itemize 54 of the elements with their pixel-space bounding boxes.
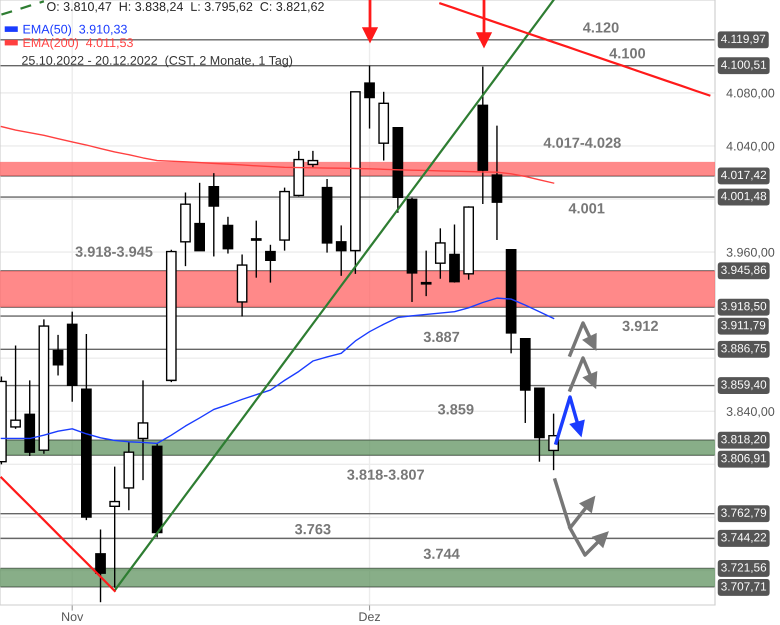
ref-line-label: 3.886,75 — [721, 344, 766, 354]
ref-line-label: 4.100,51 — [720, 60, 766, 70]
annotation: 3.859 — [438, 404, 474, 414]
y-tick-label: 4.040,00 — [726, 142, 774, 152]
ref-line-label: 4.017,42 — [720, 170, 766, 180]
ref-line-label: 4.001,48 — [720, 192, 766, 202]
candlestick — [109, 466, 120, 588]
legend-label: EMA(200) 4.011,53 — [24, 38, 133, 50]
candlestick — [138, 380, 148, 481]
chart-title: O: 3.810,47 H: 3.838,24 L: 3.795,62 C: 3.821,62 — [47, 2, 324, 12]
band-label: 3.918-3.945 — [75, 246, 153, 257]
line-series — [439, 2, 710, 97]
ref-line-label: 3.806,91 — [721, 454, 766, 464]
candlestick — [10, 344, 21, 430]
annotation: 3.912 — [622, 320, 658, 332]
candlestick — [95, 528, 106, 603]
candlestick — [420, 250, 432, 297]
ref-line-label: 3.859,40 — [721, 380, 766, 390]
ref-line-label: 3.818,20 — [721, 435, 766, 445]
line-series — [0, 0, 45, 16]
ref-line-label: 3.707,71 — [721, 582, 766, 592]
candlestick — [208, 172, 220, 258]
candlestick — [265, 244, 276, 284]
ref-line-label: 3.721,56 — [721, 563, 766, 573]
band-label: 4.017-4.028 — [544, 138, 621, 148]
y-tick-label: 4.080,00 — [726, 88, 774, 99]
ref-line-label: 4.119,97 — [720, 34, 766, 44]
ref-line-label: 3.744,22 — [721, 533, 766, 543]
ref-line-label: 3.762,79 — [721, 508, 766, 518]
candlestick — [52, 334, 64, 376]
ref-line-label: 3.911,79 — [721, 320, 766, 331]
ref-line-label: 3.918,50 — [721, 302, 766, 312]
annotation: 3.887 — [424, 332, 460, 342]
x-tick-label: Nov — [62, 612, 84, 622]
band-label: 3.818-3.807 — [347, 469, 424, 480]
x-tick-label: Dez — [359, 612, 380, 622]
ref-line-label: 3.945,86 — [721, 266, 766, 276]
candlestick — [308, 150, 318, 169]
candlestick — [434, 228, 446, 280]
y-tick-label: 3.840,00 — [726, 407, 774, 418]
annotation: 3.744 — [424, 548, 460, 559]
y-tick-label: 3.960,00 — [726, 248, 774, 258]
line-series — [0, 297, 554, 444]
candlestick — [336, 224, 347, 277]
annotation: 4.100 — [609, 48, 646, 58]
candlestick — [250, 220, 262, 278]
annotation: 4.001 — [568, 203, 605, 214]
annotation: 3.763 — [294, 524, 331, 534]
candlestick — [222, 216, 234, 254]
candlestick — [364, 64, 375, 130]
legend-label: EMA(50) 3.910,33 — [24, 24, 127, 36]
line-series — [0, 476, 116, 592]
text: 25.10.2022 - 20.12.2022 (CST, 2 Monate, 1 Tag) — [22, 56, 292, 68]
annotation: 4.120 — [582, 22, 619, 33]
